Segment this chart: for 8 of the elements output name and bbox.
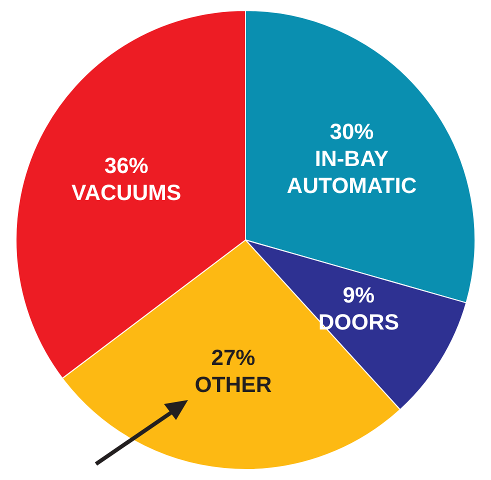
slice-label: DOORS: [318, 310, 400, 335]
slice-label: VACUUMS: [72, 180, 182, 206]
slice-label: IN-BAY AUTOMATIC: [286, 146, 417, 198]
slice-label: OTHER: [194, 372, 272, 398]
data-label: 30%: [330, 118, 374, 144]
data-label: 27%: [211, 345, 256, 370]
data-label: 9%: [342, 282, 375, 308]
data-label: 36%: [104, 153, 148, 178]
